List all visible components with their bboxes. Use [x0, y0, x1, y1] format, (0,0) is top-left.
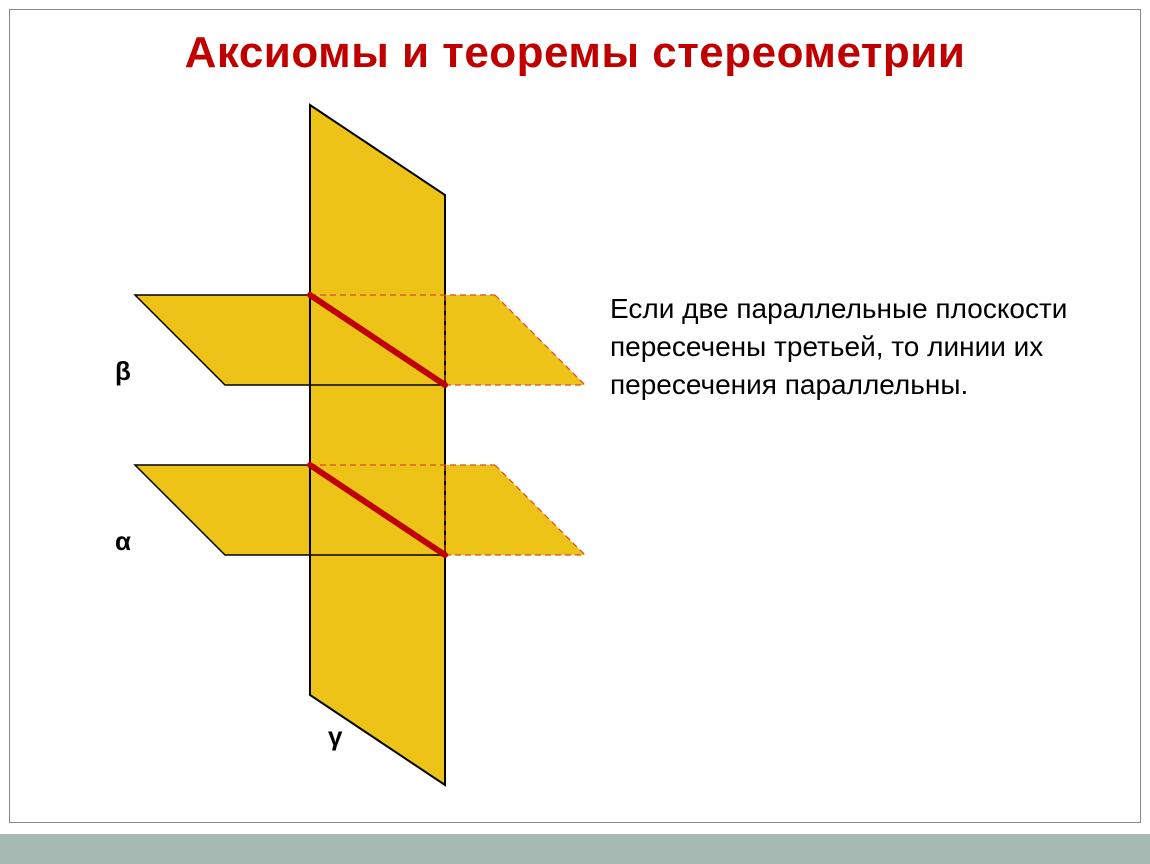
- page-title: Аксиомы и теоремы стереометрии: [0, 28, 1150, 78]
- planes-diagram: β α γ: [30, 95, 590, 795]
- svg-text:α: α: [115, 526, 131, 556]
- bottom-bar: [0, 834, 1150, 864]
- theorem-text: Если две параллельные плоскости пересече…: [610, 290, 1090, 403]
- svg-text:γ: γ: [328, 721, 343, 751]
- svg-text:β: β: [115, 356, 131, 386]
